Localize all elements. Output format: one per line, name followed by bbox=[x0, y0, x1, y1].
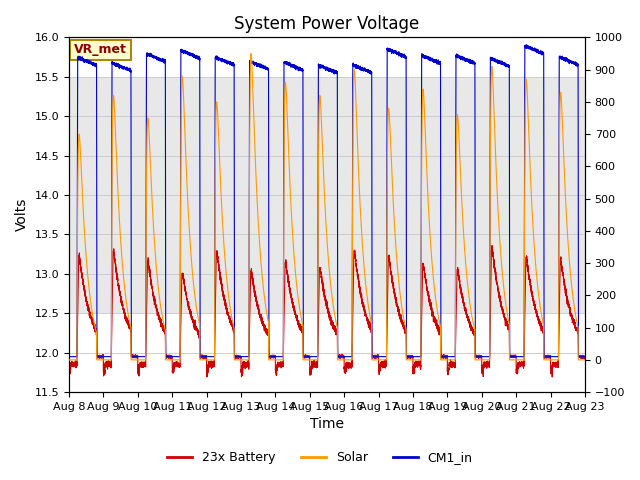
Bar bbox=[69, 77, 585, 313]
Legend: 23x Battery, Solar, CM1_in: 23x Battery, Solar, CM1_in bbox=[163, 446, 477, 469]
Text: VR_met: VR_met bbox=[74, 43, 127, 56]
Y-axis label: Volts: Volts bbox=[15, 198, 29, 231]
X-axis label: Time: Time bbox=[310, 418, 344, 432]
Title: System Power Voltage: System Power Voltage bbox=[234, 15, 420, 33]
